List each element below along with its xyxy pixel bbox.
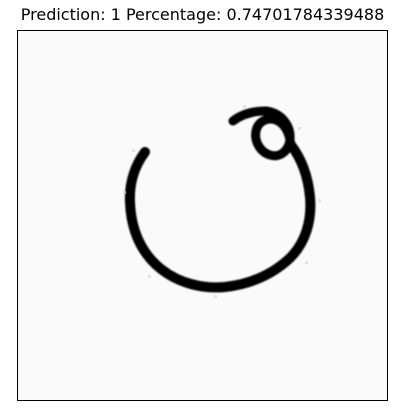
digit-image — [18, 31, 387, 400]
figure-title: Prediction: 1 Percentage: 0.747017843394… — [20, 5, 385, 24]
image-axes — [17, 30, 388, 401]
image-background — [18, 31, 387, 400]
digit-main-stroke — [124, 140, 316, 293]
digit-loop-stroke — [228, 106, 296, 161]
image-grain — [123, 105, 321, 298]
